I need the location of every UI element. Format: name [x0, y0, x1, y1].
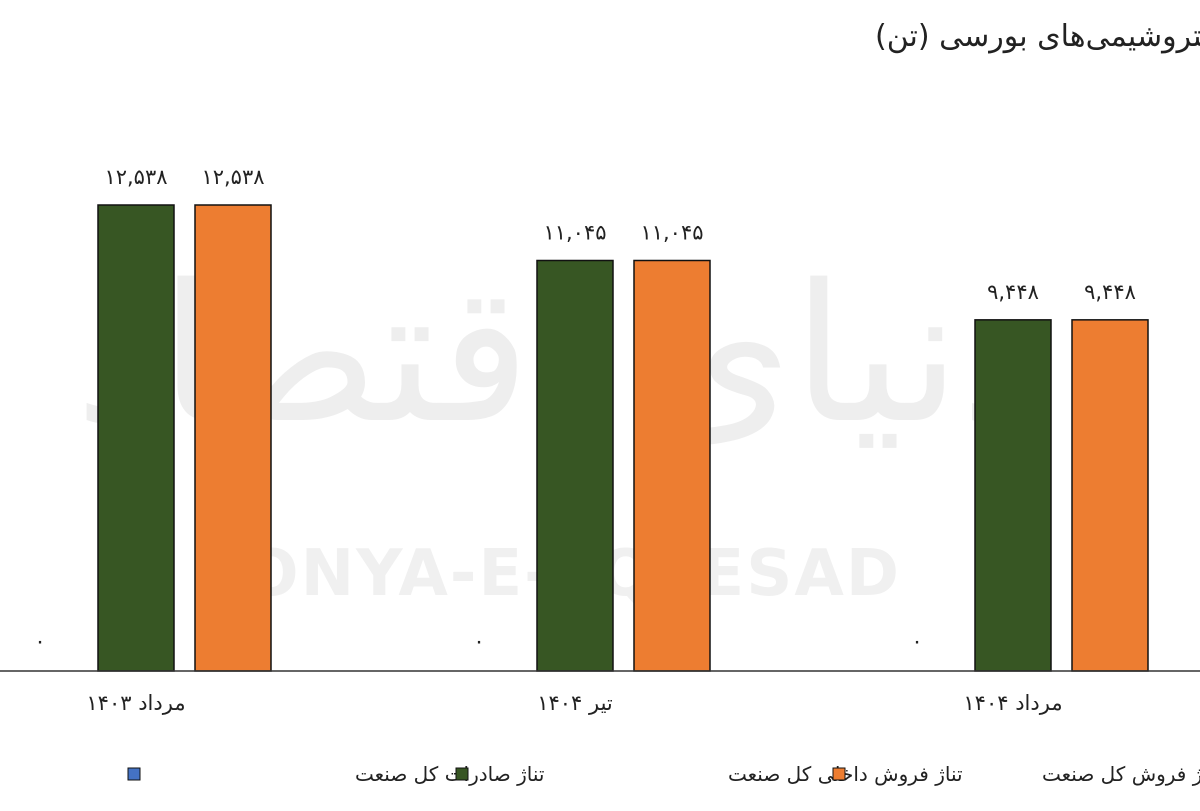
- bar-total-sales: [194, 204, 272, 672]
- legend-swatch: [127, 767, 141, 781]
- bar-domestic-sales: [536, 259, 614, 672]
- data-label-total-sales: ۹,۴۴۸: [1084, 280, 1136, 304]
- bar-total-sales: [633, 259, 711, 672]
- data-label-export: ۰: [911, 629, 922, 653]
- plot-area: ۰ ۱۲,۵۳۸ ۱۲,۵۳۸ مرداد ۱۴۰۳ ۰ ۱۱,۰۴۵ ۱۱,۰۴۵ تیر …: [34, 165, 1149, 715]
- legend-label: تناژ فروش کل صنعت: [1042, 762, 1200, 786]
- data-label-domestic-sales: ۱۲,۵۳۸: [104, 165, 167, 189]
- legend-swatch: [832, 767, 846, 781]
- x-tick-label: مرداد ۱۴۰۴: [963, 691, 1062, 715]
- chart-title: تناژ فروش پی‌وی‌سی در پتروشیمی‌های بورسی…: [875, 19, 1200, 54]
- data-label-domestic-sales: ۹,۴۴۸: [987, 280, 1039, 304]
- data-label-export: ۰: [34, 629, 45, 653]
- x-tick-label: مرداد ۱۴۰۳: [86, 691, 185, 715]
- bar-total-sales: [1071, 319, 1149, 672]
- data-label-export: ۰: [473, 629, 484, 653]
- legend-swatch: [455, 767, 469, 781]
- data-label-total-sales: ۱۱,۰۴۵: [640, 220, 703, 244]
- x-tick-label: تیر ۱۴۰۴: [537, 691, 613, 715]
- bar-domestic-sales: [97, 204, 175, 672]
- data-label-total-sales: ۱۲,۵۳۸: [201, 165, 264, 189]
- legend-label: تناژ صادرات کل صنعت: [355, 762, 544, 786]
- bar-domestic-sales: [974, 319, 1052, 672]
- data-label-domestic-sales: ۱۱,۰۴۵: [543, 220, 606, 244]
